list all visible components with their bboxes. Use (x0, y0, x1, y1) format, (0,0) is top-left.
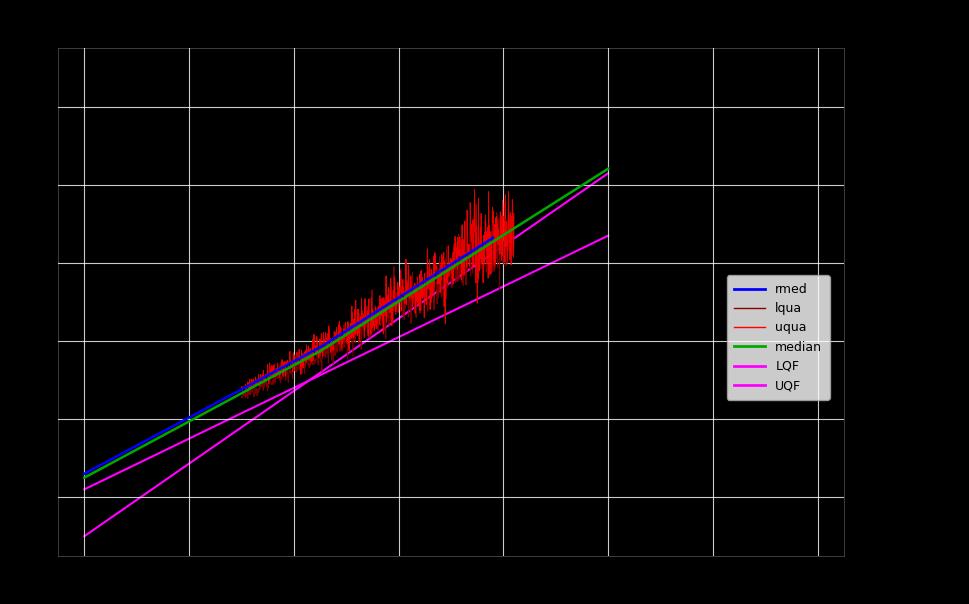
Legend: rmed, lqua, uqua, median, LQF, UQF: rmed, lqua, uqua, median, LQF, UQF (726, 275, 828, 400)
